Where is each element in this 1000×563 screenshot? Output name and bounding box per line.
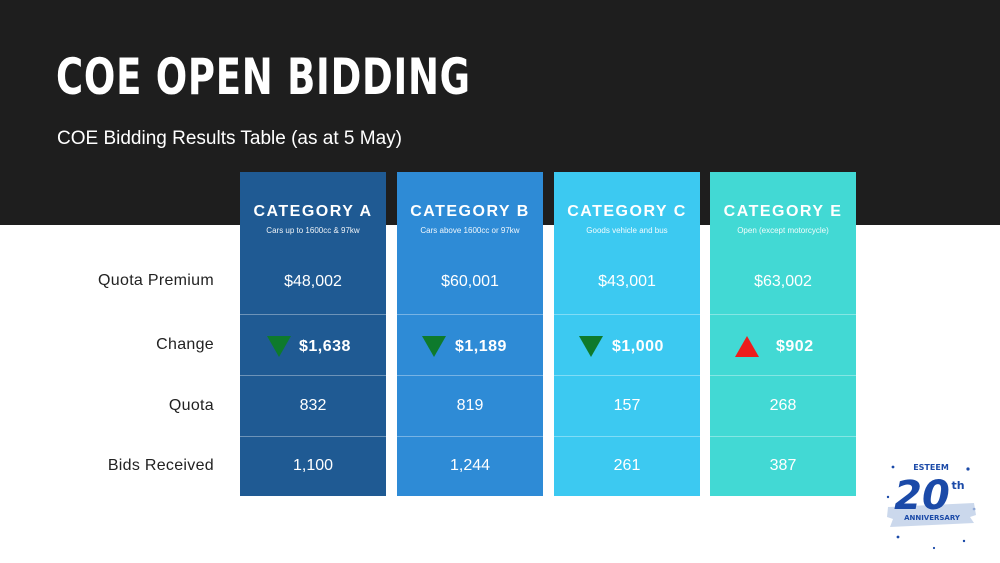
row-divider <box>554 375 700 376</box>
category-a-quota: 832 <box>299 397 327 414</box>
category-b-change-value: $1,189 <box>455 338 507 355</box>
page-title: COE OPEN BIDDING <box>56 48 471 106</box>
category-c-header: CATEGORY C Goods vehicle and bus <box>554 172 700 254</box>
ribbon-shape <box>887 503 976 527</box>
category-b-name: CATEGORY B <box>410 203 530 220</box>
category-e-quota: 268 <box>769 397 797 414</box>
row-divider <box>554 314 700 315</box>
category-c-name: CATEGORY C <box>567 203 687 220</box>
category-b-column: CATEGORY B Cars above 1600cc or 97kw $60… <box>397 172 543 496</box>
logo-number: 20 <box>894 473 950 519</box>
category-b-quota: 819 <box>456 397 484 414</box>
category-a-quota-premium: $48,002 <box>284 273 342 290</box>
page-subtitle: COE Bidding Results Table (as at 5 May) <box>57 128 402 149</box>
row-divider <box>397 436 543 437</box>
category-b-description: Cars above 1600cc or 97kw <box>420 226 520 235</box>
row-divider <box>554 436 700 437</box>
category-c-change: $1,000 <box>554 336 700 360</box>
category-e-header: CATEGORY E Open (except motorcycle) <box>710 172 856 254</box>
category-a-change-value: $1,638 <box>299 338 351 355</box>
anniversary-logo: ESTEEM 20 th ANNIVERSARY <box>886 463 976 550</box>
category-a-header: CATEGORY A Cars up to 1600cc & 97kw <box>240 172 386 254</box>
row-label-quota: Quota <box>168 397 214 414</box>
category-b-bids: 1,244 <box>449 457 491 474</box>
category-e-name: CATEGORY E <box>723 203 843 220</box>
category-b-header: CATEGORY B Cars above 1600cc or 97kw <box>397 172 543 254</box>
row-label-quota-premium: Quota Premium <box>98 272 214 289</box>
row-divider <box>240 436 386 437</box>
category-e-column: CATEGORY E Open (except motorcycle) $63,… <box>710 172 856 496</box>
logo-suffix: th <box>951 479 964 492</box>
category-a-change: $1,638 <box>240 336 386 360</box>
row-divider <box>710 375 856 376</box>
category-c-quota: 157 <box>613 397 641 414</box>
row-divider <box>397 314 543 315</box>
category-e-change: $902 <box>710 336 856 360</box>
down-arrow-icon <box>267 336 291 357</box>
row-divider <box>240 314 386 315</box>
category-c-change-value: $1,000 <box>612 338 664 355</box>
logo-brand: ESTEEM <box>913 463 949 472</box>
category-b-quota-premium: $60,001 <box>441 273 499 290</box>
row-divider <box>710 436 856 437</box>
category-c-bids: 261 <box>613 457 641 474</box>
category-c-column: CATEGORY C Goods vehicle and bus $43,001… <box>554 172 700 496</box>
category-c-description: Goods vehicle and bus <box>586 226 668 235</box>
sparkle-icon <box>886 465 976 550</box>
category-e-description: Open (except motorcycle) <box>737 226 829 235</box>
down-arrow-icon <box>579 336 603 357</box>
row-label-change: Change <box>156 336 214 353</box>
row-divider <box>710 314 856 315</box>
row-label-bids-received: Bids Received <box>107 457 214 474</box>
category-b-change: $1,189 <box>397 336 543 360</box>
category-e-bids: 387 <box>769 457 797 474</box>
logo-word: ANNIVERSARY <box>904 514 961 522</box>
category-a-name: CATEGORY A <box>253 203 373 220</box>
category-e-quota-premium: $63,002 <box>754 273 812 290</box>
up-arrow-icon <box>735 336 759 357</box>
row-divider <box>240 375 386 376</box>
row-divider <box>397 375 543 376</box>
category-c-quota-premium: $43,001 <box>598 273 656 290</box>
category-a-column: CATEGORY A Cars up to 1600cc & 97kw $48,… <box>240 172 386 496</box>
down-arrow-icon <box>422 336 446 357</box>
category-a-description: Cars up to 1600cc & 97kw <box>266 226 360 235</box>
category-e-change-value: $902 <box>776 338 814 355</box>
category-a-bids: 1,100 <box>292 457 334 474</box>
